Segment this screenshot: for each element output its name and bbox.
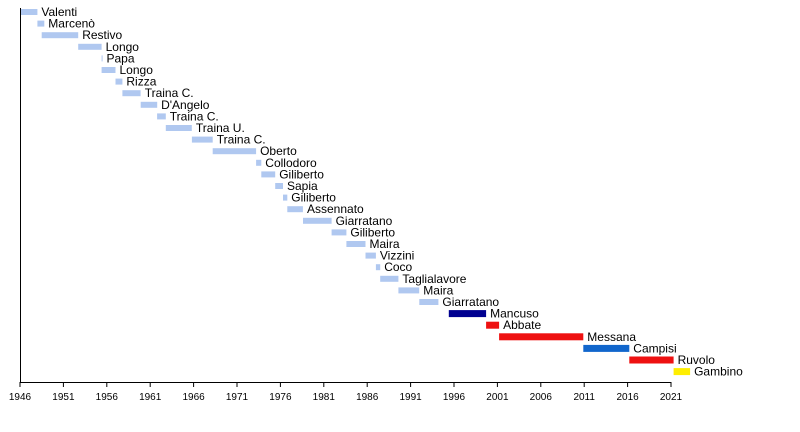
bar-label: Traina C. [217,133,266,147]
bar-label: Assennato [307,202,364,216]
timeline-bar [499,333,584,341]
x-tick-label: 1971 [226,392,249,403]
bar-label: Oberto [260,144,297,158]
x-tick-label: 2016 [616,392,639,403]
x-tick-label: 2001 [486,392,509,403]
bar-label: Collodoro [265,156,317,170]
timeline-bar [365,252,376,259]
timeline-bar [122,90,141,97]
timeline-bar [191,136,213,143]
timeline-bar [212,148,257,155]
bar-label: Longo [106,40,140,54]
bar-label: Restivo [82,28,122,42]
bar-label: Papa [107,51,135,65]
timeline-bar [140,101,158,108]
bar-label: Messana [587,330,636,344]
labels-layer: ValentiMarcenòRestivoLongoPapaLongoRizza… [41,5,743,379]
timeline-bar [101,55,103,62]
x-tick-label: 1946 [9,392,32,403]
bar-label: Giliberto [291,191,336,205]
timeline-bar [303,217,332,224]
timeline-bar [331,229,347,236]
bar-label: Giarratano [442,295,499,309]
bar-label: Gambino [694,365,743,379]
timeline-bar [261,171,276,178]
bar-label: Rizza [126,75,156,89]
x-tick-label: 2011 [573,392,595,403]
bar-label: Vizzini [380,249,414,263]
timeline-bar [486,321,500,329]
bar-label: Traina U. [196,121,245,135]
bar-label: Coco [384,260,412,274]
bar-label: Taglialavore [402,272,466,286]
timeline-bar [101,67,116,73]
bar-label: Marcenò [48,17,95,31]
timeline-bar [375,264,381,271]
x-tick-label: 1951 [52,392,75,403]
bar-label: Valenti [41,5,77,19]
x-tick-label: 1991 [399,392,422,403]
x-tick-label: 1976 [269,392,292,403]
x-tick-label: 1981 [313,392,336,403]
timeline-bar [115,78,123,85]
x-tick-label: 1966 [182,392,205,403]
x-tick-label: 1961 [139,392,162,403]
bar-label: Longo [120,63,154,77]
timeline-bar [37,20,45,27]
bar-label: Giliberto [350,225,395,239]
x-tick-label: 2021 [660,392,683,403]
timeline-bar [346,241,366,247]
timeline-bar [256,159,262,166]
timeline-bar [283,194,288,201]
timeline-bar [157,113,166,120]
bar-label: Mancuso [490,307,539,321]
bar-label: Giliberto [279,167,324,181]
bar-label: Sapia [287,179,318,193]
timeline-bar [583,344,630,352]
x-tick-label: 1986 [356,392,379,403]
bar-label: Maira [370,237,400,251]
x-tick-label: 1956 [96,392,119,403]
bar-label: Campisi [633,341,676,355]
timeline-bar [380,275,399,282]
x-tick-label: 2006 [530,392,553,403]
timeline-bar [419,299,439,305]
timeline-bar [448,310,487,318]
timeline-bar [673,368,691,376]
bar-label: Traina C. [170,109,219,123]
timeline-bar [78,43,102,50]
timeline-bar [398,287,420,294]
timeline-bar [20,9,38,15]
timeline-bar [165,125,192,131]
bars-layer [20,9,691,376]
timeline-bar [629,356,674,364]
bar-label: Ruvolo [678,353,716,367]
x-tick-label: 1996 [443,392,466,403]
timeline-bar [41,32,79,39]
x-axis-ticks: 1946 1951 1956 1961 1966 1971 1976 1981 1986 1991… [9,382,683,403]
bar-label: D'Angelo [161,98,210,112]
bar-label: Traina C. [145,86,194,100]
bar-label: Maira [423,283,453,297]
timeline-bar [275,183,283,189]
bar-label: Abbate [503,318,541,332]
timeline-bar [287,206,303,213]
bar-label: Giarratano [336,214,393,228]
